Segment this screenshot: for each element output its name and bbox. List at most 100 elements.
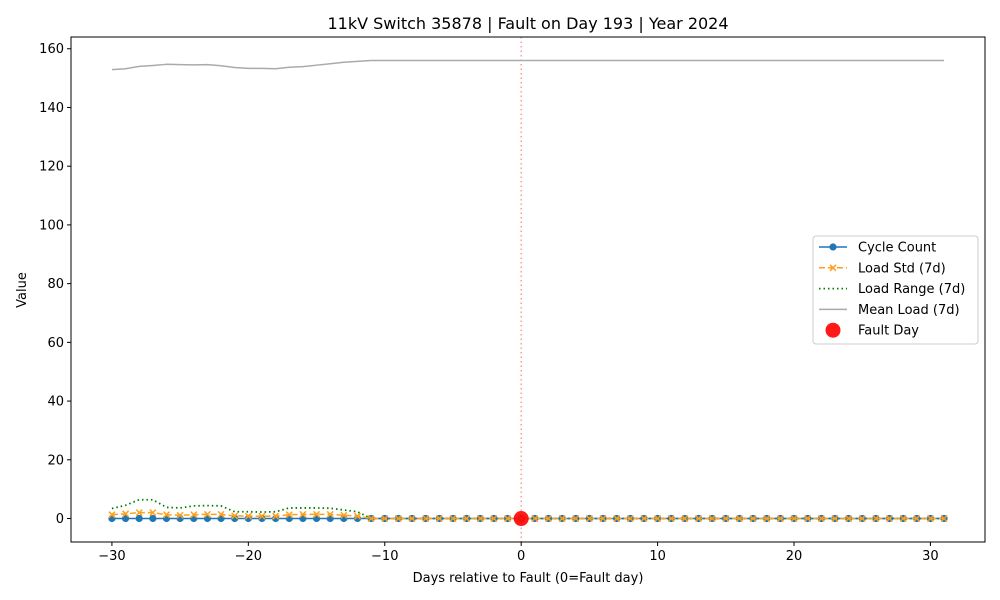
x-marker-stroke <box>313 510 321 518</box>
x-marker-stroke <box>217 510 225 518</box>
series-point-load-std-7d <box>858 514 866 523</box>
x-marker-stroke <box>640 514 648 523</box>
x-marker-stroke <box>435 514 443 523</box>
series-point-load-std-7d <box>490 514 498 523</box>
series-point-load-std-7d <box>135 509 143 517</box>
plot-area <box>108 37 948 542</box>
legend-label: Cycle Count <box>858 241 936 256</box>
x-tick-label: 20 <box>786 549 803 564</box>
y-axis: 0 20 40 60 80 100 120 140 160 <box>39 42 71 527</box>
series-point-load-std-7d <box>353 512 362 520</box>
series-point-load-std-7d <box>504 514 512 523</box>
x-marker-stroke <box>913 514 921 523</box>
series-point-load-std-7d <box>531 514 539 523</box>
legend: Cycle Count Load Std (7d) Load Range (7d) M… <box>812 235 979 345</box>
x-marker-stroke <box>817 514 825 523</box>
y-tick-label: 20 <box>47 453 64 468</box>
x-marker-stroke <box>804 514 812 523</box>
legend-marker <box>829 243 837 251</box>
series-point-cycle-count <box>108 514 116 523</box>
series-point-load-std-7d <box>926 514 934 523</box>
series-point-cycle-count <box>121 514 130 523</box>
series-point-load-std-7d <box>613 514 621 523</box>
series-point-load-std-7d <box>899 514 907 523</box>
x-marker-stroke <box>108 511 116 519</box>
series-point-load-std-7d <box>694 514 703 523</box>
series-point-load-std-7d <box>476 514 484 523</box>
series-point-load-std-7d <box>572 514 580 523</box>
series-point-load-std-7d <box>831 514 839 523</box>
series-point-load-std-7d <box>313 510 321 518</box>
y-axis-label: Value <box>15 272 30 308</box>
y-tick-label: 80 <box>47 277 64 292</box>
x-marker-stroke <box>626 514 634 523</box>
x-marker-stroke <box>572 514 580 523</box>
series-point-load-std-7d <box>654 514 662 523</box>
x-marker-stroke <box>885 514 894 523</box>
series-point-load-std-7d <box>722 514 730 523</box>
series-point-load-std-7d <box>763 514 771 523</box>
series-point-cycle-count <box>135 514 143 523</box>
series-point-load-std-7d <box>299 510 307 518</box>
x-marker-stroke <box>708 514 716 523</box>
series-point-cycle-count <box>190 514 198 523</box>
series-point-load-std-7d <box>885 514 894 523</box>
series-point-load-std-7d <box>463 514 471 523</box>
series-point-load-std-7d <box>558 514 566 523</box>
x-marker-stroke <box>190 511 198 519</box>
series-point-load-std-7d <box>681 514 689 523</box>
x-marker-stroke <box>258 512 266 520</box>
x-marker-stroke <box>749 514 757 523</box>
y-tick-label: 100 <box>39 218 64 233</box>
y-tick-label: 120 <box>39 160 64 175</box>
x-marker-stroke <box>149 509 157 517</box>
series-point-load-std-7d <box>176 511 184 519</box>
series-point-load-std-7d <box>340 511 348 519</box>
x-marker-stroke <box>476 514 484 523</box>
series-point-load-std-7d <box>749 514 757 523</box>
fault-day-marker <box>513 511 529 527</box>
series-point-load-std-7d <box>394 514 402 523</box>
x-marker-stroke <box>122 510 130 518</box>
x-marker-stroke <box>544 514 552 523</box>
series-point-load-std-7d <box>872 514 880 523</box>
y-tick-label: 40 <box>47 395 64 410</box>
series-point-load-std-7d <box>790 514 798 523</box>
x-marker-stroke <box>176 511 184 519</box>
y-tick-label: 140 <box>39 101 64 116</box>
x-marker-stroke <box>585 514 593 523</box>
series-point-load-std-7d <box>285 511 293 519</box>
x-marker-stroke <box>763 514 771 523</box>
series-point-load-std-7d <box>845 514 853 523</box>
series-point-load-std-7d <box>162 511 171 519</box>
series-point-load-std-7d <box>108 511 116 519</box>
x-marker-stroke <box>299 510 307 518</box>
series-point-load-std-7d <box>258 512 266 520</box>
series-point-load-std-7d <box>626 514 634 523</box>
x-marker-stroke <box>244 512 252 520</box>
series-point-load-std-7d <box>408 514 416 523</box>
x-marker-stroke <box>558 514 566 523</box>
series-point-load-std-7d <box>449 514 457 523</box>
x-tick-label: −30 <box>98 549 125 564</box>
x-marker-stroke <box>940 514 948 523</box>
x-marker-stroke <box>722 514 730 523</box>
x-tick-label: 30 <box>922 549 939 564</box>
series-point-load-std-7d <box>217 510 225 518</box>
x-marker-stroke <box>531 514 539 523</box>
series-point-load-std-7d <box>940 514 948 523</box>
series-point-load-std-7d <box>640 514 648 523</box>
series-point-load-std-7d <box>435 514 443 523</box>
x-marker-stroke <box>285 511 293 519</box>
y-tick-label: 60 <box>47 336 64 351</box>
x-marker-stroke <box>353 512 362 520</box>
series-point-load-std-7d <box>667 514 675 523</box>
x-tick-label: −20 <box>235 549 262 564</box>
legend-label: Load Range (7d) <box>858 282 965 297</box>
x-marker-stroke <box>681 514 689 523</box>
series-point-load-std-7d <box>422 514 430 523</box>
x-marker-stroke <box>831 514 839 523</box>
x-marker-stroke <box>367 514 375 523</box>
x-marker-stroke <box>776 514 784 523</box>
series-point-load-std-7d <box>544 514 552 523</box>
